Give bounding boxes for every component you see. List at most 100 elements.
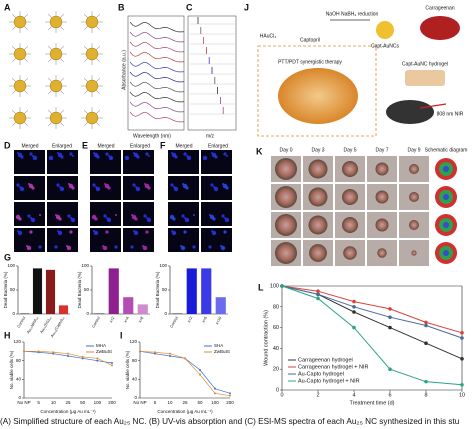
decoration-shape — [173, 186, 179, 192]
data-point — [169, 352, 171, 355]
decoration-shape — [342, 161, 358, 177]
decoration-shape — [202, 155, 208, 161]
column-header: Day 5 — [343, 147, 356, 153]
column-header: Day 7 — [375, 147, 388, 153]
decoration-shape — [71, 186, 75, 190]
decoration-shape — [184, 217, 190, 223]
y-tick-label: 20 — [273, 367, 279, 373]
data-point — [169, 355, 171, 357]
y-tick-label: 40 — [132, 377, 138, 382]
decoration-shape — [308, 215, 328, 235]
decoration-shape — [102, 245, 108, 251]
decoration-shape — [48, 155, 54, 161]
data-point — [352, 325, 356, 330]
x-tick-label: Au₂₅MHA₁₈ — [26, 316, 39, 335]
x-tick-label: x=2 — [187, 316, 194, 323]
decoration-shape — [39, 214, 41, 216]
decoration-shape — [221, 214, 225, 218]
axis-label: No. viable cells (%) — [9, 350, 14, 389]
y-tick-label: 120 — [13, 339, 21, 344]
decoration-shape — [27, 214, 31, 218]
decoration-shape — [19, 186, 25, 192]
data-point — [214, 387, 216, 390]
decoration-shape — [201, 228, 232, 252]
decoration-shape — [170, 183, 174, 187]
axis-label: m/z — [206, 133, 215, 139]
y-tick-label: 50 — [10, 287, 16, 292]
decoration-shape — [443, 166, 449, 172]
decoration-shape — [49, 47, 63, 61]
decoration-shape — [85, 79, 99, 93]
decoration-shape — [187, 15, 237, 131]
data-point — [52, 352, 55, 355]
decoration-shape — [67, 214, 71, 218]
decoration-shape — [107, 186, 111, 190]
column-header: Schematic diagram — [425, 147, 468, 153]
data-point — [67, 355, 69, 357]
x-tick-label: 0 — [280, 392, 283, 398]
y-tick-label: 50 — [84, 287, 90, 292]
axis-label: Concentration (μg Au mL⁻¹) — [157, 409, 213, 414]
decoration-shape — [193, 214, 195, 216]
decoration-shape — [93, 230, 99, 236]
decoration-shape — [90, 202, 121, 226]
axis-label: Dead Bacteria (%) — [77, 271, 82, 308]
decoration-shape — [376, 21, 394, 39]
panel-label: E — [82, 140, 88, 150]
data-point — [460, 357, 464, 361]
decoration-shape — [136, 155, 140, 159]
decoration-shape — [95, 186, 101, 192]
decoration-shape — [123, 228, 154, 252]
decoration-shape — [94, 217, 98, 221]
decoration-shape — [142, 245, 148, 251]
decoration-shape — [308, 159, 328, 179]
data-point — [424, 320, 428, 325]
decoration-shape — [129, 111, 185, 123]
decoration-shape — [201, 202, 232, 226]
decoration-shape — [124, 155, 130, 161]
data-point — [316, 289, 320, 294]
legend-label: ZwBuSt — [214, 349, 231, 354]
column-header: Day 0 — [279, 147, 292, 153]
decoration-shape — [343, 246, 357, 260]
bar — [58, 305, 69, 314]
data-point — [316, 296, 320, 301]
legend-label: Au-Capto hydrogel — [298, 371, 344, 377]
data-point — [199, 369, 201, 371]
column-header: Day 9 — [407, 147, 420, 153]
decoration-shape — [29, 230, 33, 234]
data-point — [81, 355, 84, 358]
y-tick-label: 80 — [132, 358, 138, 363]
y-tick-label: 80 — [16, 358, 22, 363]
decoration-shape — [69, 230, 73, 234]
decoration-shape — [129, 51, 185, 63]
data-point — [352, 299, 356, 304]
x-tick-label: No NP — [17, 400, 30, 405]
decoration-shape — [127, 15, 185, 131]
data-point — [214, 392, 216, 395]
bar — [137, 304, 148, 314]
data-point — [388, 367, 392, 372]
x-tick-label: 6 — [388, 392, 391, 398]
decoration-shape — [220, 245, 226, 251]
decoration-shape — [20, 155, 24, 159]
decoration-shape — [183, 152, 187, 156]
column-header: Day 3 — [311, 147, 324, 153]
y-tick-label: 50 — [162, 287, 168, 292]
decoration-shape — [409, 220, 419, 230]
decoration-shape — [133, 230, 139, 236]
decoration — [9, 11, 460, 266]
decoration-shape — [85, 47, 99, 61]
decoration-shape — [275, 242, 297, 264]
decoration-shape — [57, 230, 63, 236]
decoration-shape — [210, 183, 214, 187]
data-point — [81, 357, 84, 360]
x-tick-label: 5 — [37, 400, 40, 405]
decoration-shape — [47, 202, 78, 226]
y-tick-label: 0 — [276, 387, 279, 393]
decoration-shape — [103, 214, 107, 218]
decoration-shape — [13, 15, 27, 29]
data-point — [460, 331, 464, 335]
decoration-shape — [208, 245, 212, 249]
